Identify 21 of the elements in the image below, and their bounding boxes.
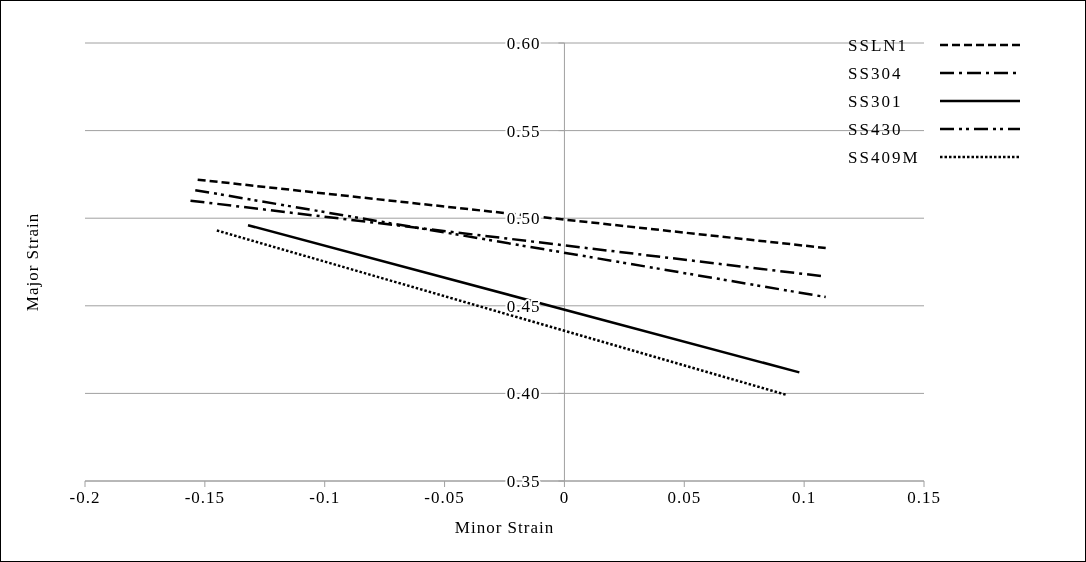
legend-label: SSLN1	[848, 35, 909, 55]
x-tick-label: 0.15	[907, 488, 941, 507]
legend-label: SS409M	[848, 147, 920, 167]
legend-label: SS430	[848, 119, 903, 139]
y-tick-label: 0.35	[506, 471, 541, 491]
y-tick-label: 0.45	[506, 296, 541, 316]
x-tick-label: -0.05	[424, 488, 465, 507]
y-tick-label: 0.50	[506, 209, 541, 229]
x-tick-label: -0.2	[69, 488, 101, 507]
x-tick-label: 0.05	[667, 488, 702, 507]
y-tick-label: 0.55	[506, 121, 541, 141]
x-tick-label: 0.1	[792, 488, 817, 507]
y-tick-label: 0.60	[506, 33, 541, 53]
x-tick-label: 0	[559, 488, 570, 507]
x-axis-title: Minor Strain	[454, 518, 555, 537]
y-axis-title: Major Strain	[23, 212, 42, 312]
x-tick-label: -0.1	[309, 488, 341, 507]
legend-label: SS301	[848, 91, 903, 111]
x-tick-label: -0.15	[184, 488, 226, 507]
y-tick-label: 0.40	[506, 384, 541, 404]
legend-label: SS304	[848, 63, 903, 83]
